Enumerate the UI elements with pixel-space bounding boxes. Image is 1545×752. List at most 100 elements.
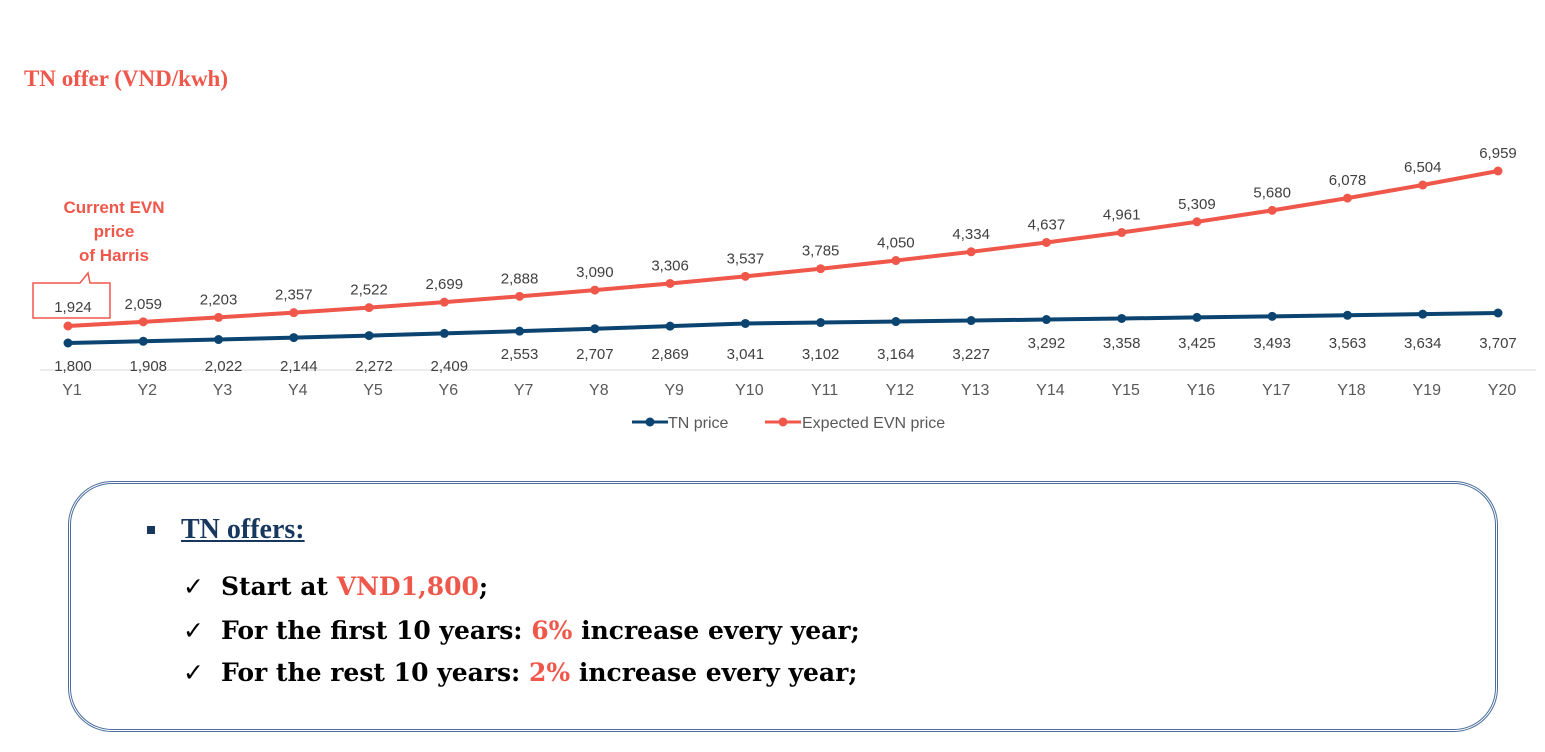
tn-price-point [590,324,600,334]
tn-price-point [364,331,374,341]
evn-price-point [439,297,449,307]
legend-tn-marker [645,417,655,427]
tn-price-point [1192,312,1202,322]
tn-price-point [966,316,976,326]
tn-price-data-label: 2,144 [280,358,318,375]
evn-price-data-label: 2,203 [200,291,238,308]
evn-price-point [214,312,224,322]
evn-price-point [1192,217,1202,227]
checkmark-icon: ✓ [183,658,204,687]
checkmark-icon: ✓ [183,616,204,645]
tn-price-data-label: 3,634 [1404,335,1442,352]
evn-price-point [590,285,600,295]
offer-item-first-10-years: ✓ For the first 10 years: 6% increase eve… [183,616,860,645]
evn-price-point [1342,193,1352,203]
tn-price-point [289,333,299,343]
evn-price-point [966,247,976,257]
tn-price-point [1117,313,1127,323]
x-tick-label: Y7 [514,382,534,399]
evn-price-point [1418,180,1428,190]
x-tick-label: Y17 [1262,382,1291,399]
x-tick-label: Y6 [439,382,459,399]
x-tick-label: Y4 [288,382,308,399]
callout-box [32,271,111,319]
tn-price-data-label: 2,022 [205,358,243,375]
current-evn-price-callout: Current EVN price of Harris [48,196,180,268]
offers-panel: TN offers: ✓ Start at VND1,800; ✓ For the … [68,481,1498,732]
tn-price-data-label: 2,869 [651,346,689,363]
evn-price-data-label: 1,924 [54,299,92,316]
evn-price-point [289,308,299,318]
evn-price-data-label: 2,522 [350,282,388,299]
evn-price-point [665,278,675,288]
tn-price-data-label: 3,707 [1479,335,1517,352]
x-tick-label: Y9 [664,382,684,399]
x-tick-label: Y13 [961,382,990,399]
tn-price-line [66,311,1500,345]
evn-price-point [1493,166,1503,176]
tn-price-data-label: 3,563 [1329,335,1367,352]
tn-price-point [1493,308,1503,318]
evn-price-data-label: 2,357 [275,287,313,304]
x-tick-label: Y11 [811,382,838,399]
legend-evn-marker [778,417,788,427]
evn-price-point [1041,237,1051,247]
line-chart: 1,924 2,059 2,203 2,357 2,522 2,699 2,888 3,090… [32,145,1536,432]
evn-price-point [1117,228,1127,238]
evn-price-point [515,291,525,301]
x-tick-label: Y12 [886,382,915,399]
bullet-square-icon [147,526,155,534]
tn-price-data-label: 3,292 [1028,335,1066,352]
tn-price-point [439,328,449,338]
tn-price-point [740,318,750,328]
legend-evn-label: Expected EVN price [802,415,945,432]
evn-price-point [816,264,826,274]
offer-item-suffix: ; [478,572,489,601]
offer-item-prefix: Start at [221,572,337,601]
x-tick-label: Y20 [1488,382,1517,399]
tn-price-point [214,335,224,345]
offer-item-rest-10-years: ✓ For the rest 10 years: 2% increase ever… [183,658,857,687]
tn-price-data-label: 3,041 [727,346,765,363]
tn-price-point [63,338,73,348]
evn-price-point [740,271,750,281]
callout-line-3: of Harris [79,246,149,265]
x-tick-label: Y8 [589,382,609,399]
evn-price-point [63,321,73,331]
tn-price-data-label: 2,707 [576,346,614,363]
tn-price-point [891,317,901,327]
callout-line-2: price [93,222,135,241]
x-tick-label: Y16 [1187,382,1216,399]
tn-price-data-label: 1,800 [54,358,92,375]
tn-price-data-label: 3,425 [1178,335,1216,352]
offer-item-highlight: 6% [531,616,573,645]
x-tick-label: Y14 [1036,382,1065,399]
tn-price-point [1267,311,1277,321]
evn-price-data-label: 6,959 [1479,145,1517,162]
tn-price-point [1041,315,1051,325]
chart-title: TN offer (VND/kwh) [24,66,229,91]
tn-price-data-label: 2,553 [501,346,539,363]
evn-price-point [364,303,374,313]
tn-price-point [515,326,525,336]
offer-item-suffix: increase every year; [570,658,858,687]
evn-price-data-label: 5,309 [1178,196,1216,213]
offer-item-suffix: increase every year; [572,616,860,645]
offer-item-highlight: VND1,800 [336,572,479,601]
evn-price-data-label: 4,050 [877,235,915,252]
tn-price-data-label: 3,227 [952,346,990,363]
x-tick-label: Y10 [735,382,764,399]
x-tick-label: Y15 [1111,382,1140,399]
callout-line-1: Current EVN [63,198,165,217]
tn-price-data-label: 2,409 [431,358,469,375]
tn-price-data-label: 2,272 [355,358,393,375]
evn-price-data-label: 4,334 [952,226,990,243]
tn-price-point [1418,309,1428,319]
tn-price-data-label: 3,493 [1253,335,1291,352]
tn-price-data-label: 3,358 [1103,335,1141,352]
evn-price-data-label: 6,078 [1329,172,1367,189]
evn-price-data-label: 2,059 [124,296,162,313]
offers-heading: TN offers: [181,514,305,545]
offer-item-start: ✓ Start at VND1,800; [183,572,488,601]
checkmark-icon: ✓ [183,572,204,601]
